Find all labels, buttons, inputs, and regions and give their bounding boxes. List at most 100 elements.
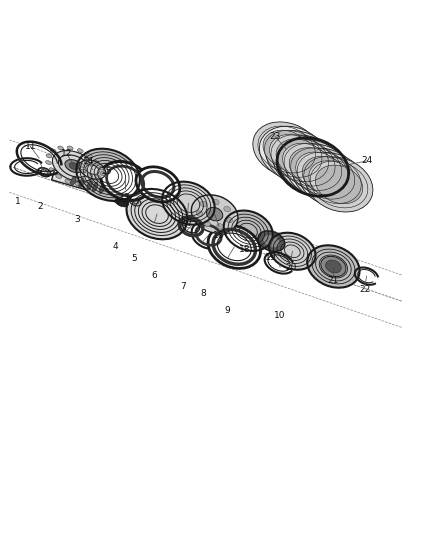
- Text: 3: 3: [74, 215, 80, 224]
- Ellipse shape: [224, 211, 273, 251]
- Ellipse shape: [272, 135, 340, 190]
- Ellipse shape: [132, 193, 182, 235]
- Ellipse shape: [115, 198, 128, 207]
- Ellipse shape: [282, 243, 303, 260]
- Ellipse shape: [325, 260, 341, 273]
- Ellipse shape: [87, 181, 92, 190]
- Ellipse shape: [224, 206, 230, 212]
- Text: 2: 2: [37, 202, 43, 211]
- Text: 8: 8: [201, 289, 206, 298]
- Ellipse shape: [292, 148, 360, 203]
- Ellipse shape: [97, 167, 102, 172]
- Ellipse shape: [133, 195, 180, 233]
- Ellipse shape: [65, 159, 83, 173]
- Ellipse shape: [162, 182, 215, 225]
- Ellipse shape: [171, 189, 206, 217]
- Ellipse shape: [232, 217, 265, 244]
- Text: 5: 5: [131, 254, 137, 263]
- Text: 21: 21: [328, 276, 339, 285]
- Text: 17: 17: [182, 219, 193, 228]
- Ellipse shape: [200, 201, 207, 207]
- Ellipse shape: [276, 238, 309, 265]
- Ellipse shape: [196, 211, 203, 216]
- Ellipse shape: [136, 167, 180, 202]
- Ellipse shape: [191, 195, 238, 233]
- Ellipse shape: [140, 200, 174, 228]
- Ellipse shape: [313, 250, 354, 283]
- Ellipse shape: [135, 196, 179, 232]
- Ellipse shape: [315, 165, 363, 204]
- Ellipse shape: [46, 154, 52, 158]
- Ellipse shape: [164, 183, 212, 223]
- Text: 11: 11: [25, 142, 36, 151]
- Ellipse shape: [83, 155, 133, 195]
- Ellipse shape: [296, 152, 343, 191]
- Ellipse shape: [53, 151, 96, 182]
- Text: 24: 24: [362, 156, 373, 165]
- Ellipse shape: [99, 184, 105, 193]
- Ellipse shape: [208, 225, 261, 269]
- Ellipse shape: [76, 149, 140, 201]
- Ellipse shape: [286, 144, 353, 199]
- Text: 15: 15: [101, 167, 112, 176]
- Ellipse shape: [92, 161, 124, 188]
- Ellipse shape: [65, 180, 71, 183]
- Text: 14: 14: [83, 157, 95, 166]
- Ellipse shape: [71, 176, 76, 185]
- Text: 13: 13: [120, 193, 131, 202]
- Ellipse shape: [276, 139, 323, 177]
- Ellipse shape: [321, 256, 346, 277]
- Text: 20: 20: [285, 263, 297, 272]
- Ellipse shape: [78, 149, 83, 152]
- Ellipse shape: [191, 221, 226, 249]
- Ellipse shape: [266, 131, 334, 186]
- Ellipse shape: [226, 213, 270, 249]
- Ellipse shape: [234, 220, 262, 242]
- Ellipse shape: [95, 175, 100, 179]
- Ellipse shape: [279, 139, 347, 195]
- Ellipse shape: [173, 191, 204, 216]
- Ellipse shape: [96, 174, 102, 178]
- Ellipse shape: [91, 160, 126, 189]
- Text: 9: 9: [225, 305, 231, 314]
- Ellipse shape: [78, 150, 138, 199]
- Ellipse shape: [117, 193, 131, 202]
- Ellipse shape: [127, 189, 187, 239]
- Ellipse shape: [58, 146, 64, 150]
- Ellipse shape: [279, 240, 306, 262]
- Ellipse shape: [310, 248, 357, 285]
- Ellipse shape: [283, 143, 330, 182]
- Ellipse shape: [272, 235, 312, 267]
- Ellipse shape: [307, 245, 360, 288]
- Ellipse shape: [81, 169, 86, 173]
- Ellipse shape: [49, 168, 55, 172]
- Ellipse shape: [81, 153, 134, 197]
- Ellipse shape: [138, 199, 176, 229]
- Ellipse shape: [299, 152, 366, 208]
- Text: 10: 10: [274, 311, 286, 320]
- Ellipse shape: [129, 198, 141, 206]
- Text: 23: 23: [269, 132, 281, 141]
- Ellipse shape: [137, 197, 177, 231]
- Ellipse shape: [316, 252, 351, 281]
- Ellipse shape: [263, 130, 311, 169]
- Ellipse shape: [259, 126, 327, 181]
- Ellipse shape: [101, 161, 150, 200]
- Ellipse shape: [226, 217, 233, 223]
- Ellipse shape: [289, 148, 336, 186]
- Ellipse shape: [169, 187, 208, 220]
- Ellipse shape: [88, 159, 127, 191]
- Ellipse shape: [166, 185, 210, 221]
- Ellipse shape: [119, 188, 132, 197]
- Ellipse shape: [50, 149, 56, 153]
- Ellipse shape: [253, 122, 321, 177]
- Text: 22: 22: [360, 285, 371, 294]
- Ellipse shape: [229, 215, 268, 246]
- Ellipse shape: [206, 207, 223, 221]
- Ellipse shape: [80, 164, 85, 167]
- Text: 16: 16: [213, 231, 225, 239]
- Ellipse shape: [175, 192, 201, 214]
- Ellipse shape: [130, 192, 184, 237]
- Ellipse shape: [305, 157, 373, 212]
- Ellipse shape: [321, 257, 345, 276]
